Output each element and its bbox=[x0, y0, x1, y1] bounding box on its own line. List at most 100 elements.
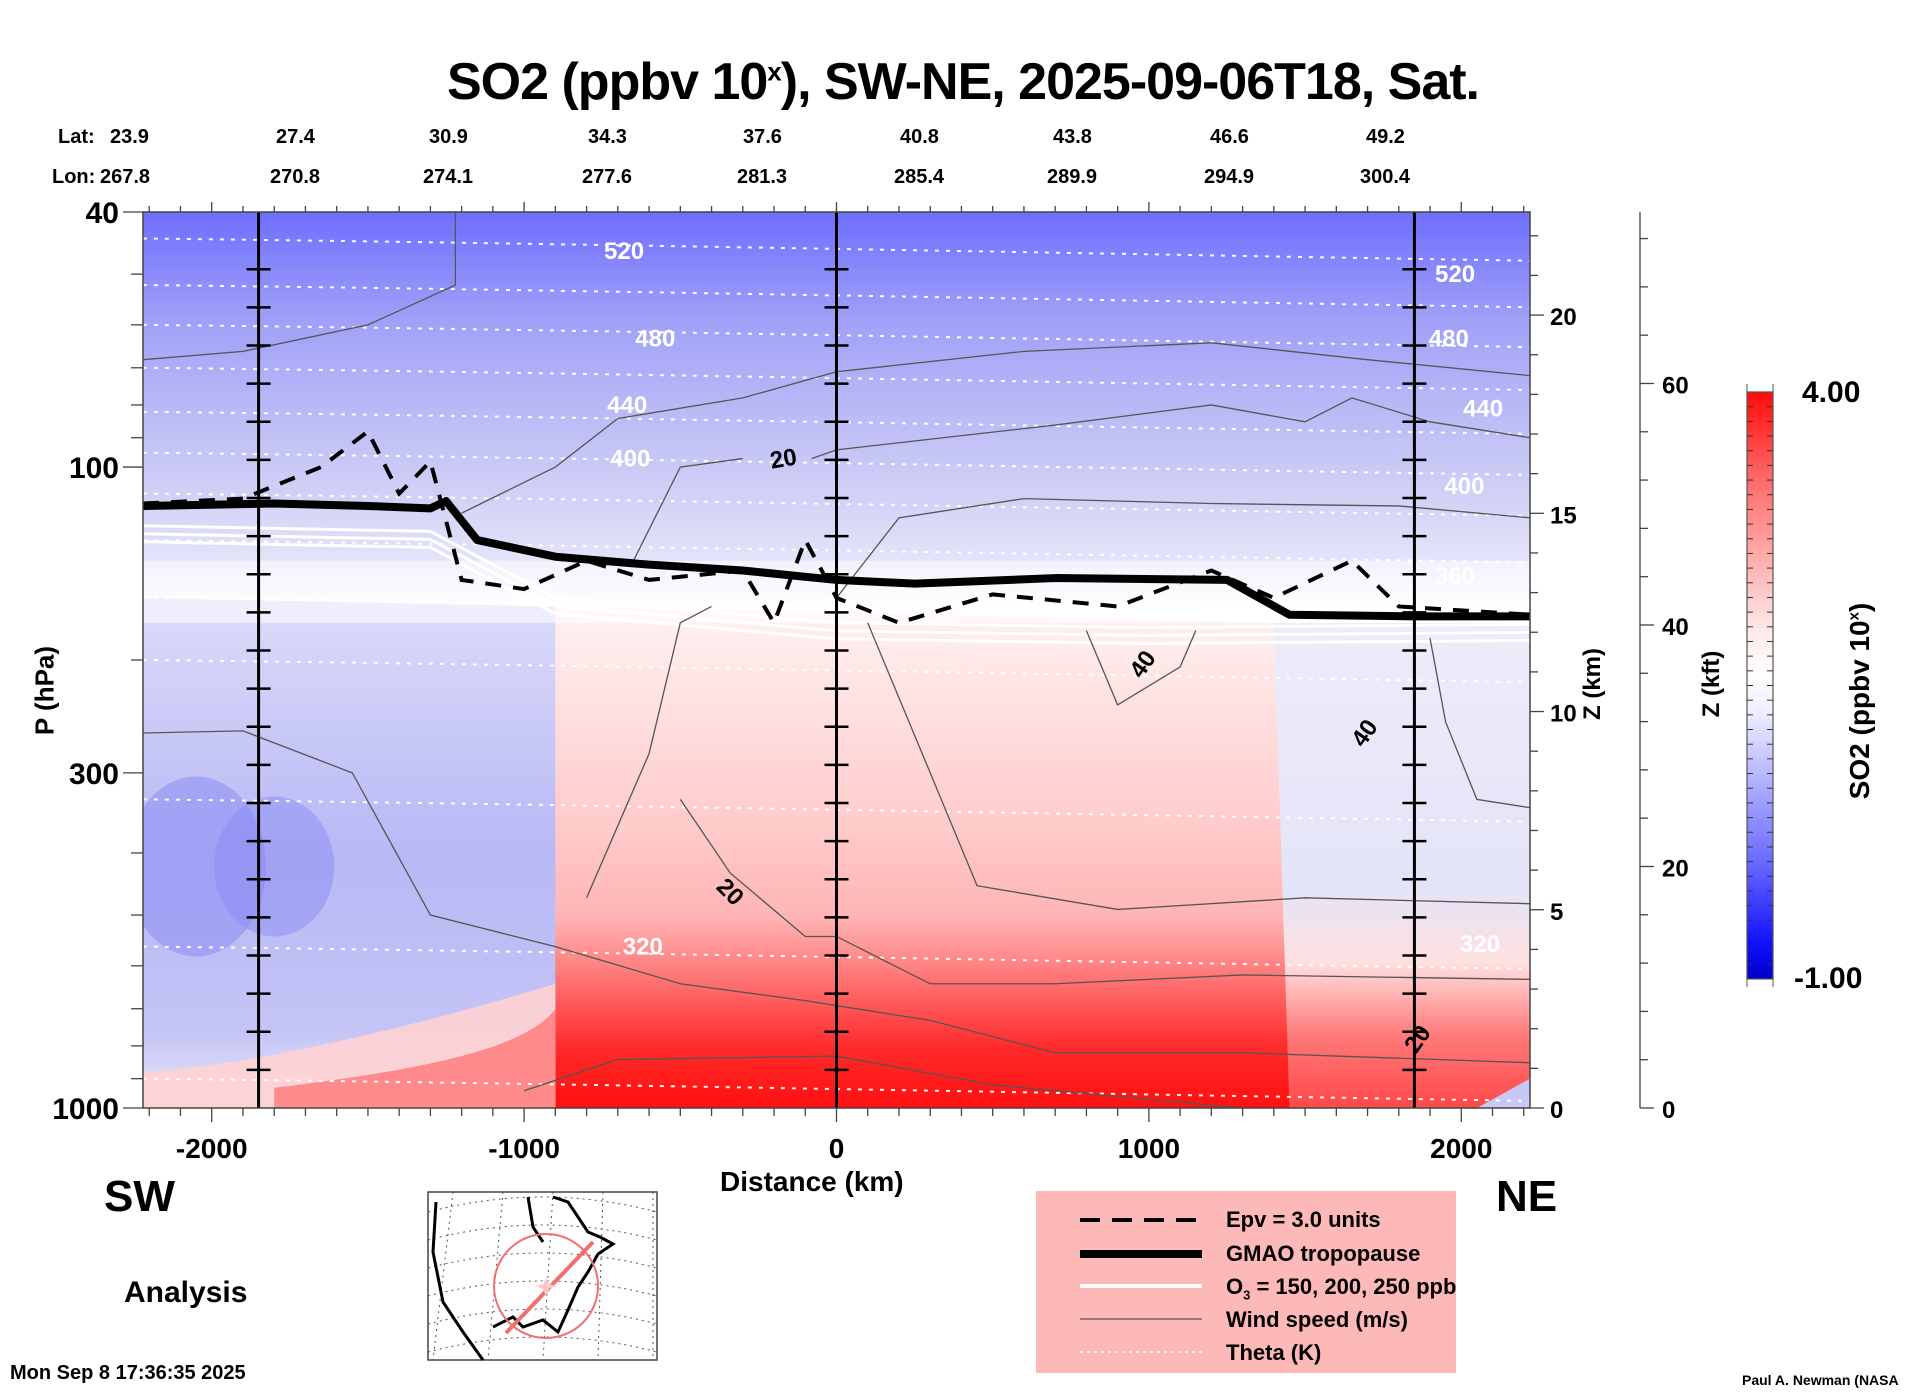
chart-title: SO2 (ppbv 10x), SW-NE, 2025-09-06T18, Sa… bbox=[446, 53, 1480, 111]
theta-label: 520 bbox=[1435, 261, 1475, 288]
theta-label: 320 bbox=[623, 934, 663, 961]
ozone-contour bbox=[143, 540, 1530, 646]
theta-label: 440 bbox=[607, 392, 647, 419]
z-kft-tick-label: 0 bbox=[1662, 1097, 1675, 1124]
z-kft-axis-title: Z (kft) bbox=[1698, 650, 1725, 718]
ne-label: NE bbox=[1496, 1172, 1558, 1221]
lat-value: 49.2 bbox=[1366, 126, 1405, 148]
map-graticule bbox=[427, 1280, 658, 1297]
lon-value: 267.8 bbox=[100, 166, 151, 188]
z-km-tick-label: 0 bbox=[1550, 1097, 1563, 1124]
y-tick-label: 40 bbox=[86, 197, 119, 230]
analysis-label: Analysis bbox=[124, 1276, 248, 1309]
y-tick-label: 300 bbox=[69, 758, 119, 791]
map-center-star-icon bbox=[536, 1278, 556, 1296]
field-blue-patch bbox=[143, 776, 267, 957]
z-km-axis-title: Z (km) bbox=[1579, 648, 1606, 720]
map-coastline bbox=[431, 1195, 616, 1361]
lon-value: 285.4 bbox=[894, 166, 945, 188]
y-axis-title: P (hPa) bbox=[29, 645, 60, 736]
map-graticule bbox=[427, 1224, 658, 1241]
theta-label: 400 bbox=[610, 446, 650, 473]
lat-value: 46.6 bbox=[1210, 126, 1249, 148]
map-graticule bbox=[432, 1191, 454, 1361]
wind-contour bbox=[679, 799, 1530, 985]
lat-value: 43.8 bbox=[1053, 126, 1092, 148]
x-tick-label: 2000 bbox=[1430, 1133, 1492, 1164]
wind-label: 20 bbox=[768, 443, 799, 474]
field-west-troposphere bbox=[143, 597, 571, 1108]
ozone-contour bbox=[143, 524, 1530, 630]
theta-label: 360 bbox=[1435, 563, 1475, 590]
z-km-tick-label: 20 bbox=[1550, 304, 1577, 331]
lat-value: 34.3 bbox=[588, 126, 627, 148]
z-km-tick-label: 5 bbox=[1550, 899, 1563, 926]
x-tick-label: 1000 bbox=[1118, 1133, 1180, 1164]
legend-thin-line-icon bbox=[1080, 1318, 1202, 1320]
legend-dashed-line-icon bbox=[1080, 1218, 1200, 1222]
field-center-troposphere bbox=[555, 606, 1306, 1108]
legend-item-tropopause bbox=[1080, 1239, 1202, 1269]
z-km-tick-label: 10 bbox=[1550, 701, 1577, 728]
wind-contour bbox=[143, 730, 1530, 1064]
lat-label: Lat: bbox=[58, 126, 95, 148]
legend-dotted-line-icon bbox=[1080, 1351, 1202, 1353]
legend-label-wind: Wind speed (m/s) bbox=[1226, 1307, 1408, 1332]
ozone-contour bbox=[143, 532, 1530, 638]
lat-value: 37.6 bbox=[743, 126, 782, 148]
wind-contour bbox=[1085, 630, 1197, 706]
colorbar-max-label: 4.00 bbox=[1802, 376, 1861, 409]
map-inset-frame bbox=[427, 1191, 658, 1361]
wind-contour bbox=[835, 497, 1530, 599]
lat-value: 23.9 bbox=[110, 126, 149, 148]
map-graticule bbox=[597, 1191, 604, 1361]
map-graticule bbox=[427, 1196, 658, 1213]
lon-value: 294.9 bbox=[1204, 166, 1255, 188]
y-tick-label: 1000 bbox=[52, 1093, 119, 1126]
x-tick-label: 0 bbox=[829, 1133, 845, 1164]
z-kft-tick-label: 60 bbox=[1662, 372, 1689, 399]
legend-label-epv: Epv = 3.0 units bbox=[1226, 1207, 1381, 1232]
theta-label: 440 bbox=[1463, 395, 1503, 422]
map-graticule bbox=[427, 1252, 658, 1269]
legend-label-tropopause: GMAO tropopause bbox=[1226, 1241, 1421, 1266]
sw-label: SW bbox=[104, 1172, 175, 1221]
wind-contour bbox=[632, 397, 1530, 562]
lon-value: 274.1 bbox=[423, 166, 474, 188]
x-tick-label: -2000 bbox=[176, 1133, 248, 1164]
lon-value: 281.3 bbox=[737, 166, 788, 188]
wind-contour bbox=[867, 622, 1530, 911]
wind-contour bbox=[1429, 638, 1530, 809]
legend-label-theta: Theta (K) bbox=[1226, 1340, 1322, 1365]
lon-label: Lon: bbox=[52, 166, 96, 188]
lon-value: 277.6 bbox=[582, 166, 633, 188]
tropopause-line bbox=[143, 497, 1530, 621]
theta-label: 320 bbox=[1460, 931, 1500, 958]
theta-label: 520 bbox=[604, 238, 644, 265]
credit: Paul A. Newman (NASA bbox=[1742, 1372, 1899, 1388]
legend-white-line-icon bbox=[1080, 1284, 1202, 1288]
z-kft-tick-label: 40 bbox=[1662, 614, 1689, 641]
theta-label: 400 bbox=[1444, 473, 1484, 500]
legend-item-wind bbox=[1080, 1304, 1202, 1334]
y-tick-label: 100 bbox=[69, 452, 119, 485]
field-east-troposphere bbox=[1273, 622, 1530, 1108]
theta-label: 480 bbox=[635, 325, 675, 352]
map-graticule bbox=[542, 1191, 554, 1361]
lat-value: 27.4 bbox=[276, 126, 315, 148]
z-kft-tick-label: 20 bbox=[1662, 855, 1689, 882]
lat-value: 40.8 bbox=[900, 126, 939, 148]
colorbar-title: SO2 (ppbv 10x) bbox=[1844, 602, 1875, 800]
legend-label-ozone: O3 = 150, 200, 250 ppb bbox=[1226, 1274, 1457, 1303]
lon-value: 270.8 bbox=[270, 166, 321, 188]
lon-value: 289.9 bbox=[1047, 166, 1098, 188]
lon-value: 300.4 bbox=[1360, 166, 1411, 188]
legend-item-theta bbox=[1080, 1337, 1202, 1367]
legend-item-epv bbox=[1080, 1205, 1200, 1235]
x-tick-label: -1000 bbox=[488, 1133, 560, 1164]
wind-contour bbox=[143, 212, 457, 361]
wind-contour bbox=[585, 605, 712, 899]
lat-value: 30.9 bbox=[429, 126, 468, 148]
colorbar-min-label: -1.00 bbox=[1794, 962, 1863, 995]
